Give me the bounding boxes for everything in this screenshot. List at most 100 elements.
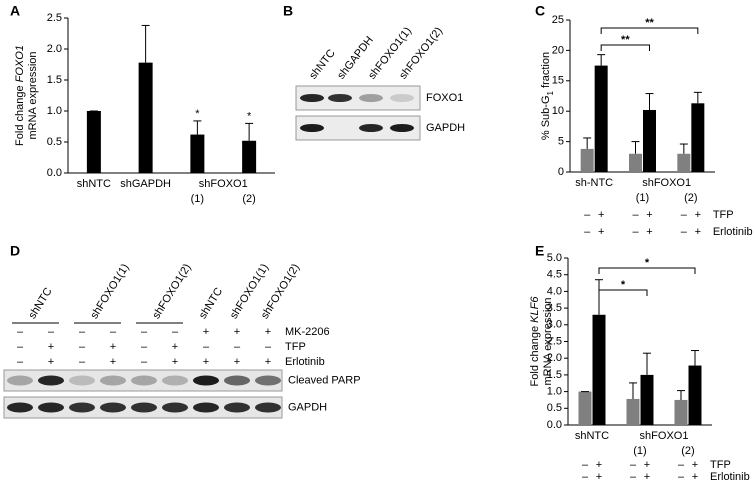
x-tick-label: sh-NTC — [575, 177, 613, 189]
treatment-sign: – — [79, 341, 86, 353]
treatment-sign: + — [646, 209, 652, 221]
treatment-sign: + — [110, 341, 116, 353]
bar — [592, 314, 606, 425]
treatment-sign: + — [646, 226, 652, 238]
significance: * — [621, 279, 626, 291]
bar — [580, 148, 594, 172]
treatment-sign: – — [203, 341, 210, 353]
significance: * — [195, 108, 200, 120]
blot-band — [193, 375, 219, 386]
row-label: Cleaved PARP — [288, 374, 361, 386]
blot-band — [100, 402, 126, 413]
significance-bracket — [598, 267, 696, 274]
y-tick-label: 15 — [552, 75, 564, 87]
treatment-sign: – — [141, 326, 148, 338]
y-axis-label-part: Fold change — [529, 323, 541, 387]
bar — [640, 374, 654, 425]
y-axis-label: mRNA expression — [27, 51, 39, 139]
group-label: shFOXO1 — [642, 177, 691, 189]
treatment-sign: + — [596, 471, 602, 480]
treatment-sign: + — [695, 226, 701, 238]
treatment-sign: + — [172, 356, 178, 368]
treatment-sign: – — [79, 326, 86, 338]
treatment-sign: + — [234, 356, 240, 368]
y-tick-label: 20 — [552, 44, 564, 56]
blot-band — [390, 124, 414, 132]
y-axis-label-part: % Sub-G — [540, 95, 552, 140]
blot-band — [300, 124, 324, 132]
bar — [691, 103, 705, 172]
y-tick-label: 3.0 — [547, 319, 562, 331]
y-tick-label: 4.0 — [547, 285, 562, 297]
blot-band — [131, 402, 157, 413]
blot-band — [224, 375, 250, 386]
lane-label: shFOXO1(1) — [88, 262, 131, 321]
row-label: GAPDH — [288, 401, 327, 413]
blot-band — [193, 402, 219, 413]
treatment-name: MK-2206 — [285, 326, 330, 338]
treatment-sign: – — [582, 471, 589, 480]
blot-band — [38, 375, 64, 386]
y-tick-label: 5.0 — [547, 252, 562, 264]
blot-band — [7, 375, 33, 386]
y-tick-label: 0.0 — [547, 419, 562, 431]
treatment-sign: + — [110, 356, 116, 368]
y-tick-label: 0 — [558, 166, 564, 178]
x-tick-label: (2) — [681, 445, 694, 457]
blot-band — [255, 375, 281, 386]
treatment-sign: + — [203, 356, 209, 368]
treatment-sign: – — [79, 356, 86, 368]
panel-letter: E — [535, 243, 544, 259]
treatment-sign: – — [630, 459, 637, 471]
treatment-sign: – — [17, 356, 24, 368]
blot-band — [69, 402, 95, 413]
treatment-sign: – — [582, 459, 589, 471]
blot-band — [300, 94, 324, 102]
treatment-sign: – — [141, 356, 148, 368]
treatment-sign: + — [48, 341, 54, 353]
blot-band — [69, 375, 95, 386]
treatment-sign: – — [141, 341, 148, 353]
bar — [677, 153, 691, 172]
bar — [643, 109, 656, 172]
y-tick-label: 2.5 — [47, 12, 62, 24]
y-tick-label: 1.5 — [547, 369, 562, 381]
lane-label: shNTC — [197, 286, 225, 321]
treatment-sign: – — [681, 226, 688, 238]
significance-bracket — [598, 289, 648, 296]
treatment-sign: – — [234, 341, 241, 353]
blot-band — [328, 94, 352, 102]
treatment-sign: – — [632, 226, 639, 238]
blot-band — [359, 124, 383, 132]
treatment-name: Erlotinib — [713, 226, 753, 238]
y-tick-label: 10 — [552, 105, 564, 117]
blot-band — [224, 402, 250, 413]
y-tick-label: 25 — [552, 14, 564, 26]
bar — [629, 153, 642, 172]
treatment-sign: + — [692, 471, 698, 480]
y-tick-label: 2.0 — [547, 352, 562, 364]
x-tick-label: (2) — [684, 192, 697, 204]
treatment-sign: – — [172, 326, 179, 338]
y-tick-label: 3.5 — [547, 302, 562, 314]
treatment-sign: + — [234, 326, 240, 338]
x-tick-label: (1) — [633, 445, 646, 457]
significance-bracket — [600, 27, 699, 34]
y-tick-label: 0.5 — [47, 136, 62, 148]
y-tick-label: 0.5 — [547, 402, 562, 414]
y-axis-label: Fold change FOXO1 — [14, 45, 26, 146]
treatment-sign: + — [265, 356, 271, 368]
x-tick-label: shNTC — [575, 430, 609, 442]
lane-label: shNTC — [26, 286, 54, 321]
x-tick-label: shNTC — [77, 178, 111, 190]
bar — [594, 65, 608, 172]
treatment-sign: – — [265, 341, 272, 353]
treatment-sign: + — [644, 459, 650, 471]
treatment-sign: + — [644, 471, 650, 480]
treatment-sign: – — [110, 326, 117, 338]
lane-label: shFOXO1(2) — [150, 262, 193, 321]
significance: * — [645, 257, 650, 269]
blot-band — [7, 402, 33, 413]
blot-band — [255, 402, 281, 413]
row-label: FOXO1 — [426, 92, 463, 104]
